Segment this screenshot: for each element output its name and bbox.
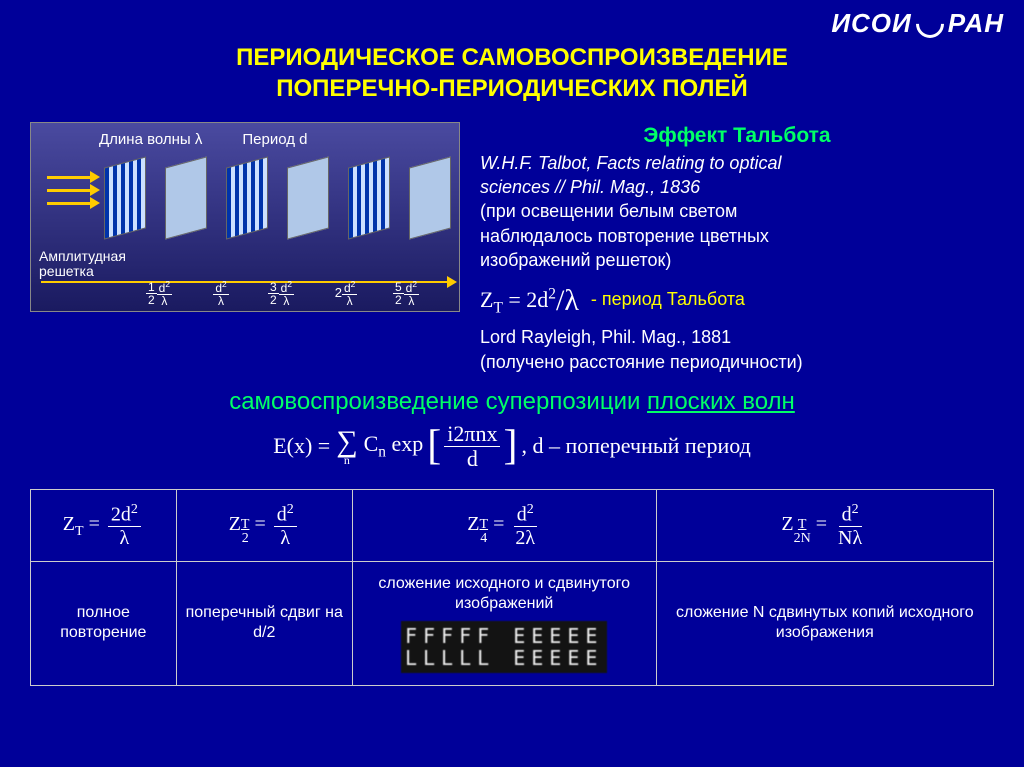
superposition-title: самовоспроизведение суперпозиции плоских… [0,388,1024,416]
axis-tick-label: 52d2λ [381,280,431,307]
desc-superposition: сложение исходного и сдвинутого изображе… [352,561,656,686]
ref2-line2: (получено расстояние периодичности) [480,350,994,374]
talbot-period-formula: ZT = 2d2/λ - период Тальбота [480,278,994,319]
effect-title: Эффект Тальбота [480,122,994,150]
title-line2: ПОПЕРЕЧНО-ПЕРИОДИЧЕСКИХ ПОЛЕЙ [0,73,1024,104]
talbot-distance-formula-1: ZT = 2d2λ [31,489,177,561]
desc-half-shift: поперечный сдвиг на d/2 [176,561,352,686]
references-block: Эффект Тальбота W.H.F. Talbot, Facts rel… [480,122,994,374]
talbot-distance-formula-2: ZT2 = d2λ [176,489,352,561]
axis-tick-label: 12d2λ [134,280,184,307]
grating-image [287,162,329,234]
amplitude-grating-label: Амплитудная решетка [39,249,126,280]
grating-image [165,162,207,234]
talbot-diagram: Длина волны λ Период d Амплитудная решет… [30,122,460,312]
logo-swirl-icon [910,4,950,44]
arrow-icon [47,202,92,205]
axis-tick-label: 32d2λ [256,280,306,307]
period-label: Период d [242,131,307,148]
sigma-icon: ∑ n [336,428,357,466]
letters-pattern: FFFFF EEEEE LLLLL EEEEE [401,621,607,673]
diagram-top-labels: Длина волны λ Период d [39,131,451,148]
grating-image [409,162,451,234]
talbot-distances-table: ZT = 2d2λZT2 = d2λZT4 = d22λZT2N = d2Nλ … [30,489,994,686]
diagram-content [39,156,451,256]
axis-tick-label: d2λ [196,280,246,307]
talbot-distance-formula-4: ZT2N = d2Nλ [656,489,993,561]
axis-tick-label: 2d2λ [321,280,371,307]
ref1-note1: (при освещении белым светом [480,199,994,223]
wavelength-label: Длина волны λ [99,131,202,148]
incident-arrows [47,166,92,215]
ref1-note3: изображений решеток) [480,248,994,272]
ref2-line1: Lord Rayleigh, Phil. Mag., 1881 [480,325,994,349]
grating-image [104,162,146,234]
ref1-line2: sciences // Phil. Mag., 1836 [480,175,994,199]
logo-right: РАН [948,8,1004,39]
title-line1: ПЕРИОДИЧЕСКОЕ САМОВОСПРОИЗВЕДЕНИЕ [0,42,1024,73]
talbot-period-label: - период Тальбота [591,287,745,311]
ref1-line1: W.H.F. Talbot, Facts relating to optical [480,151,994,175]
arrow-icon [47,189,92,192]
arrow-icon [47,176,92,179]
grating-image [226,162,268,234]
ref1-note2: наблюдалось повторение цветных [480,224,994,248]
talbot-distance-formula-3: ZT4 = d22λ [352,489,656,561]
grating-image [348,162,390,234]
desc-full-repeat: полное повторение [31,561,177,686]
top-section: Длина волны λ Период d Амплитудная решет… [0,104,1024,374]
superposition-formula: E(x) = ∑ n Cn exp i2πnx d , d – поперечн… [0,422,1024,471]
logo-left: ИСОИ [831,8,911,39]
desc-n-copies: сложение N сдвинутых копий исходного изо… [656,561,993,686]
logo: ИСОИ РАН [831,8,1004,39]
